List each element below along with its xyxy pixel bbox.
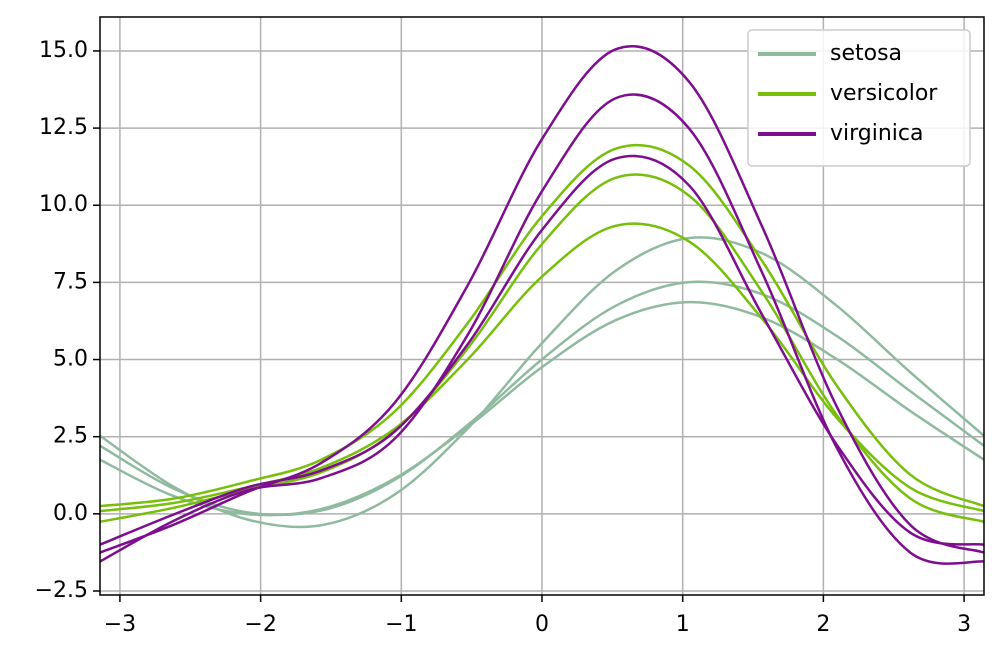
y-tick-label: 0.0: [53, 501, 88, 526]
legend-label: virginica: [830, 121, 924, 146]
curve: [100, 154, 984, 546]
x-tick-label: −1: [385, 612, 417, 637]
y-tick-label: 10.0: [39, 192, 88, 217]
x-tick-label: 1: [676, 612, 690, 637]
x-tick-label: −3: [104, 612, 136, 637]
x-tick-label: 0: [535, 612, 549, 637]
plot-frame: [99, 16, 985, 596]
curve: [100, 300, 984, 517]
x-tick-label: 2: [816, 612, 830, 637]
y-tick-label: 15.0: [39, 38, 88, 63]
curve: [100, 93, 984, 565]
legend-label: setosa: [830, 41, 902, 66]
y-tick-label: 12.5: [39, 115, 88, 140]
curve: [100, 143, 984, 508]
x-tick-label: −2: [244, 612, 276, 637]
curve: [100, 44, 984, 554]
y-tick-label: 5.0: [53, 347, 88, 372]
curve: [100, 236, 984, 529]
curve: [100, 280, 984, 517]
y-tick-label: −2.5: [35, 578, 88, 603]
y-tick-label: 2.5: [53, 424, 88, 449]
legend-label: versicolor: [830, 81, 938, 106]
y-tick-label: 7.5: [53, 269, 88, 294]
x-tick-label: 3: [957, 612, 971, 637]
